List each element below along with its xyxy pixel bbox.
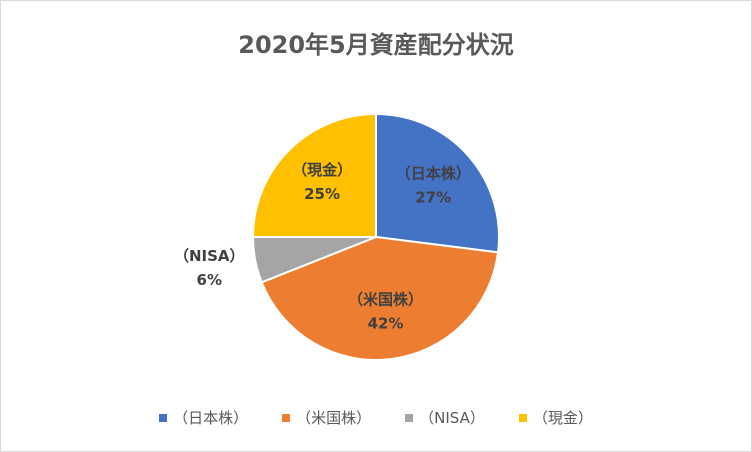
legend-item-us-stocks: （米国株） [282,407,371,428]
legend-label: （NISA） [419,409,485,427]
data-label-category-nisa: （NISA） [174,247,245,265]
pie-slice-us-stocks [260,235,500,361]
legend-label: （現金） [532,409,593,427]
data-label-percent-nisa: 6% [197,271,222,289]
legend-swatch [159,413,168,422]
chart-title: 2020年5月資産配分状況 [238,31,514,59]
legend-item-japan-stocks: （日本株） [159,407,248,428]
data-label-percent-us-stocks: 42% [368,315,404,333]
data-label-category-japan-stocks: （日本株） [396,165,471,183]
legend-item-cash: （現金） [518,407,593,428]
legend-item-nisa: （NISA） [405,407,485,428]
legend: （日本株） （米国株） （NISA） （現金） [1,407,751,428]
data-label-percent-japan-stocks: 27% [415,189,451,207]
legend-swatch [405,413,414,422]
legend-swatch [518,413,527,422]
pie-slice-japan-stocks [375,112,500,254]
data-label-category-cash: （現金） [292,161,352,179]
legend-swatch [282,413,291,422]
pie-slice-cash [251,112,377,238]
data-label-category-us-stocks: （米国株） [348,291,423,309]
data-label-percent-cash: 25% [304,185,340,203]
legend-label: （日本株） [173,409,249,427]
legend-label: （米国株） [296,409,372,427]
